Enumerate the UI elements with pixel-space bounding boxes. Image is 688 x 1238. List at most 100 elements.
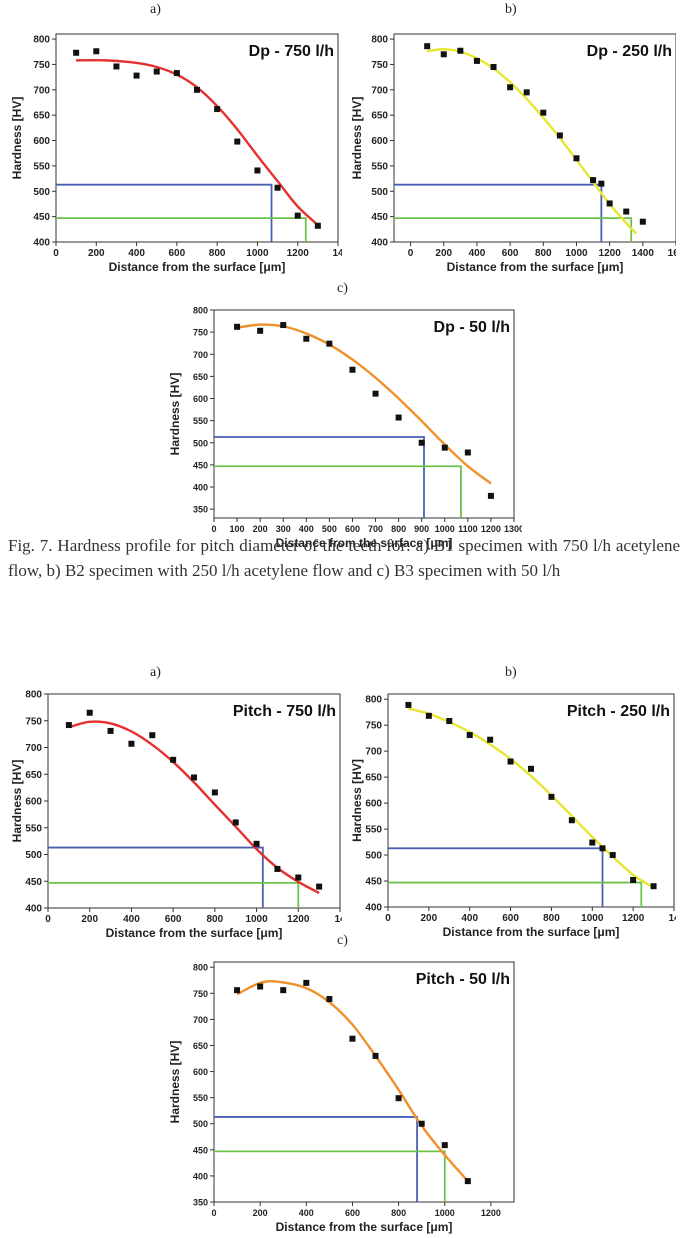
plot-frame bbox=[213, 961, 515, 1203]
x-tick-label: 0 bbox=[45, 914, 51, 925]
y-tick-label: 600 bbox=[365, 799, 382, 810]
y-tick-label: 350 bbox=[193, 1198, 208, 1208]
y-tick-label: 500 bbox=[25, 850, 42, 861]
data-point bbox=[73, 49, 80, 56]
data-point bbox=[507, 84, 514, 91]
x-axis-label: Distance from the surface [μm] bbox=[447, 260, 624, 274]
x-tick-label: 900 bbox=[414, 524, 429, 534]
blue-reference-line bbox=[214, 436, 425, 518]
x-tick-label: 1100 bbox=[458, 524, 478, 534]
panel-label-c-bottom: c) bbox=[337, 933, 348, 948]
x-tick-label: 160 bbox=[668, 248, 676, 259]
y-axis-label: Hardness [HV] bbox=[10, 97, 24, 180]
y-tick-label: 450 bbox=[193, 460, 208, 470]
y-tick-label: 500 bbox=[193, 438, 208, 448]
data-point bbox=[316, 883, 323, 890]
x-tick-label: 1000 bbox=[581, 913, 604, 924]
data-point bbox=[487, 492, 494, 499]
y-axis-label: Hardness [HV] bbox=[168, 1041, 182, 1124]
data-point bbox=[418, 1120, 425, 1127]
data-point bbox=[133, 72, 140, 79]
data-point bbox=[257, 327, 264, 334]
y-tick-label: 800 bbox=[193, 306, 208, 316]
data-point bbox=[446, 718, 453, 725]
data-point bbox=[234, 138, 241, 145]
y-tick-label: 650 bbox=[33, 111, 50, 122]
data-point bbox=[65, 722, 72, 729]
data-point bbox=[113, 63, 120, 70]
data-point bbox=[464, 1178, 471, 1185]
x-tick-label: 600 bbox=[169, 248, 186, 259]
y-tick-label: 400 bbox=[25, 904, 42, 915]
data-point bbox=[253, 840, 260, 847]
data-point bbox=[473, 57, 480, 64]
x-tick-label: 1000 bbox=[435, 524, 455, 534]
data-point bbox=[232, 819, 239, 826]
data-point bbox=[303, 979, 310, 986]
y-tick-label: 550 bbox=[33, 161, 50, 172]
green-reference-line bbox=[388, 881, 643, 907]
data-point bbox=[303, 335, 310, 342]
x-tick-label: 800 bbox=[209, 248, 226, 259]
x-tick-label: 800 bbox=[391, 524, 406, 534]
data-point bbox=[107, 727, 114, 734]
y-tick-label: 550 bbox=[25, 823, 42, 834]
y-tick-label: 600 bbox=[33, 136, 50, 147]
panel-label-b-top: b) bbox=[505, 2, 517, 17]
data-point bbox=[314, 222, 321, 229]
y-tick-label: 700 bbox=[25, 743, 42, 754]
y-tick-label: 750 bbox=[371, 60, 388, 71]
data-point bbox=[372, 1052, 379, 1059]
data-point bbox=[609, 852, 616, 859]
data-point bbox=[191, 774, 197, 781]
y-tick-label: 550 bbox=[365, 825, 382, 836]
data-point bbox=[395, 1095, 402, 1102]
x-axis-label: Distance from the surface [μm] bbox=[276, 1220, 453, 1234]
y-tick-label: 600 bbox=[25, 797, 42, 808]
x-tick-label: 200 bbox=[421, 913, 438, 924]
x-tick-label: 600 bbox=[165, 914, 182, 925]
data-point bbox=[280, 322, 287, 329]
data-point bbox=[590, 177, 597, 184]
x-tick-label: 600 bbox=[345, 1208, 360, 1218]
data-point bbox=[149, 732, 156, 739]
data-point bbox=[598, 180, 605, 187]
x-tick-label: 0 bbox=[211, 1208, 216, 1218]
y-tick-label: 650 bbox=[365, 773, 382, 784]
y-tick-label: 750 bbox=[193, 328, 208, 338]
x-tick-label: 700 bbox=[368, 524, 383, 534]
x-tick-label: 1400 bbox=[632, 248, 655, 259]
x-tick-label: 200 bbox=[81, 914, 98, 925]
x-tick-label: 0 bbox=[211, 524, 216, 534]
y-tick-label: 700 bbox=[193, 1015, 208, 1025]
y-tick-label: 400 bbox=[371, 238, 388, 249]
y-tick-label: 450 bbox=[365, 877, 382, 888]
x-tick-label: 14 bbox=[332, 248, 342, 259]
chart-title: Dp - 50 l/h bbox=[434, 319, 510, 336]
data-point bbox=[528, 765, 534, 772]
x-axis-label: Distance from the surface [μm] bbox=[109, 260, 286, 274]
data-point bbox=[573, 155, 580, 162]
data-point bbox=[274, 865, 281, 872]
data-point bbox=[170, 756, 177, 763]
data-point bbox=[280, 987, 287, 994]
y-axis-label: Hardness [HV] bbox=[10, 760, 24, 843]
x-tick-label: 800 bbox=[543, 913, 560, 924]
x-tick-label: 14 bbox=[668, 913, 676, 924]
data-point bbox=[548, 793, 555, 800]
plot-frame bbox=[47, 693, 341, 909]
x-tick-label: 0 bbox=[408, 248, 414, 259]
chart-pitch-50: 350 400 450 500 550 600 650 700 750 800 0 200 400 600… bbox=[168, 961, 515, 1234]
panel-label-c-top: c) bbox=[337, 281, 348, 296]
panel-label-b-bottom: b) bbox=[505, 665, 517, 680]
x-tick-label: 400 bbox=[299, 1208, 314, 1218]
x-tick-label: 14 bbox=[334, 914, 342, 925]
data-point bbox=[418, 439, 425, 446]
x-tick-label: 800 bbox=[535, 248, 552, 259]
chart-dp-50: 350 400 450 500 550 600 650 700 750 800 0 100 200 300… bbox=[168, 306, 522, 551]
data-point bbox=[257, 983, 264, 990]
y-tick-label: 500 bbox=[33, 187, 50, 198]
x-tick-label: 1200 bbox=[481, 524, 501, 534]
x-tick-label: 300 bbox=[276, 524, 291, 534]
data-point bbox=[194, 86, 200, 93]
